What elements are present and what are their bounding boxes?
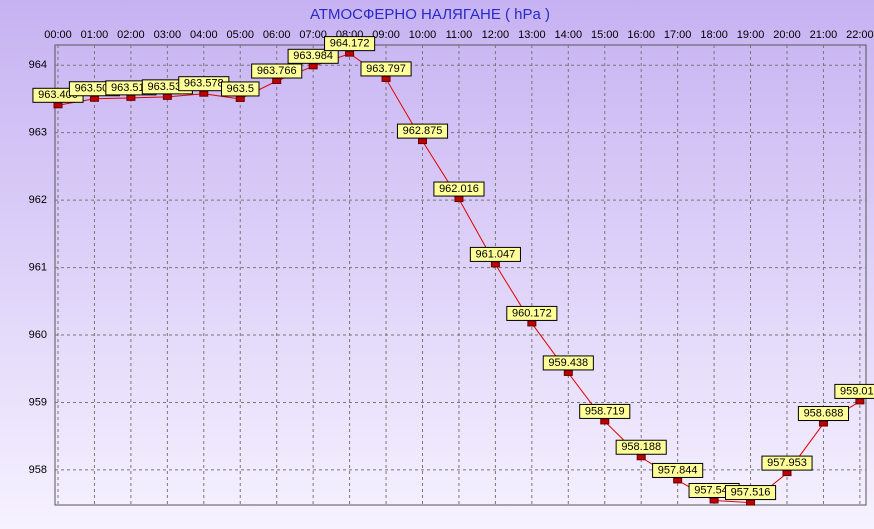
data-label: 963.5 — [226, 83, 254, 95]
data-label: 957.844 — [658, 464, 698, 476]
data-label: 958.688 — [804, 407, 844, 419]
data-label: 963.578 — [184, 78, 224, 90]
data-label: 963.406 — [38, 89, 78, 101]
label-box — [360, 61, 412, 77]
x-tick-label: 14:00 — [555, 29, 583, 41]
y-tick-label: 962 — [29, 194, 47, 206]
marker — [308, 63, 318, 70]
marker — [818, 420, 828, 427]
x-tick-label: 19:00 — [737, 29, 765, 41]
y-tick-label: 964 — [29, 59, 47, 71]
x-tick-label: 22:00 — [846, 29, 874, 41]
data-label: 962.875 — [403, 125, 443, 137]
data-label: 957.953 — [767, 457, 807, 469]
label-box — [725, 485, 777, 501]
marker — [636, 454, 646, 461]
data-label: 957.516 — [731, 486, 771, 498]
label-box — [287, 48, 339, 64]
label-box — [251, 63, 303, 79]
x-tick-label: 03:00 — [154, 29, 182, 41]
label-box — [579, 403, 631, 419]
label-box — [797, 406, 850, 422]
marker — [162, 93, 172, 100]
data-label: 963.766 — [257, 65, 297, 77]
x-tick-label: 12:00 — [482, 29, 510, 41]
data-label: 960.172 — [512, 307, 552, 319]
x-tick-label: 20:00 — [773, 29, 801, 41]
data-label: 959.016 — [840, 385, 874, 397]
label-box — [761, 455, 813, 471]
x-tick-label: 18:00 — [700, 29, 728, 41]
data-label: 961.047 — [476, 248, 516, 260]
marker — [53, 102, 63, 109]
label-box — [469, 246, 521, 262]
marker — [673, 477, 683, 484]
marker — [126, 94, 136, 101]
x-tick-label: 00:00 — [44, 29, 72, 41]
marker — [272, 78, 282, 85]
data-label: 963.516 — [111, 82, 151, 94]
y-tick-label: 959 — [29, 396, 47, 408]
data-label: 963.531 — [147, 81, 187, 93]
data-label: 958.719 — [585, 405, 625, 417]
label-box — [652, 462, 704, 478]
data-label: 963.797 — [366, 63, 406, 75]
label-box — [221, 81, 260, 97]
data-label: 963.503 — [75, 83, 115, 95]
marker — [855, 398, 865, 405]
marker — [199, 90, 209, 97]
y-tick-label: 958 — [29, 464, 47, 476]
marker — [527, 320, 537, 327]
x-tick-label: 21:00 — [810, 29, 838, 41]
x-tick-label: 01:00 — [81, 29, 109, 41]
label-box — [396, 123, 449, 139]
x-tick-label: 07:00 — [299, 29, 327, 41]
plot-area — [54, 44, 867, 506]
marker — [418, 138, 427, 145]
x-tick-label: 13:00 — [518, 29, 546, 41]
marker — [345, 50, 355, 57]
x-tick-label: 11:00 — [446, 29, 473, 41]
marker — [490, 261, 500, 268]
y-tick-label: 963 — [29, 127, 47, 139]
marker — [600, 418, 610, 425]
label-box — [615, 439, 667, 455]
label-box — [324, 36, 376, 52]
marker — [454, 196, 464, 203]
label-box — [506, 305, 558, 321]
data-label: 958.188 — [621, 441, 661, 453]
x-tick-label: 16:00 — [627, 29, 655, 41]
label-box — [433, 181, 485, 197]
x-tick-label: 10:00 — [409, 29, 437, 41]
x-tick-label: 15:00 — [591, 29, 619, 41]
x-tick-label: 06:00 — [263, 29, 291, 41]
x-tick-label: 04:00 — [190, 29, 218, 41]
marker — [89, 95, 99, 102]
chart-title: АТМОСФЕРНО НАЛЯГАНЕ ( hPa ) — [310, 6, 550, 23]
marker — [563, 369, 573, 376]
data-label: 963.984 — [293, 50, 333, 62]
marker — [709, 497, 719, 504]
data-label: 962.016 — [439, 183, 479, 195]
label-box — [542, 355, 594, 371]
data-label: 957.547 — [694, 484, 734, 496]
marker — [381, 75, 391, 82]
y-tick-label: 960 — [29, 329, 47, 341]
data-label: 964.172 — [330, 38, 370, 50]
x-tick-label: 09:00 — [372, 29, 400, 41]
marker — [782, 470, 792, 477]
data-label: 959.438 — [548, 357, 588, 369]
marker — [746, 499, 756, 506]
label-box — [834, 383, 874, 399]
x-tick-label: 02:00 — [117, 29, 145, 41]
x-tick-label: 05:00 — [226, 29, 254, 41]
x-tick-label: 17:00 — [664, 29, 692, 41]
marker — [235, 95, 245, 102]
y-tick-label: 961 — [29, 261, 47, 273]
